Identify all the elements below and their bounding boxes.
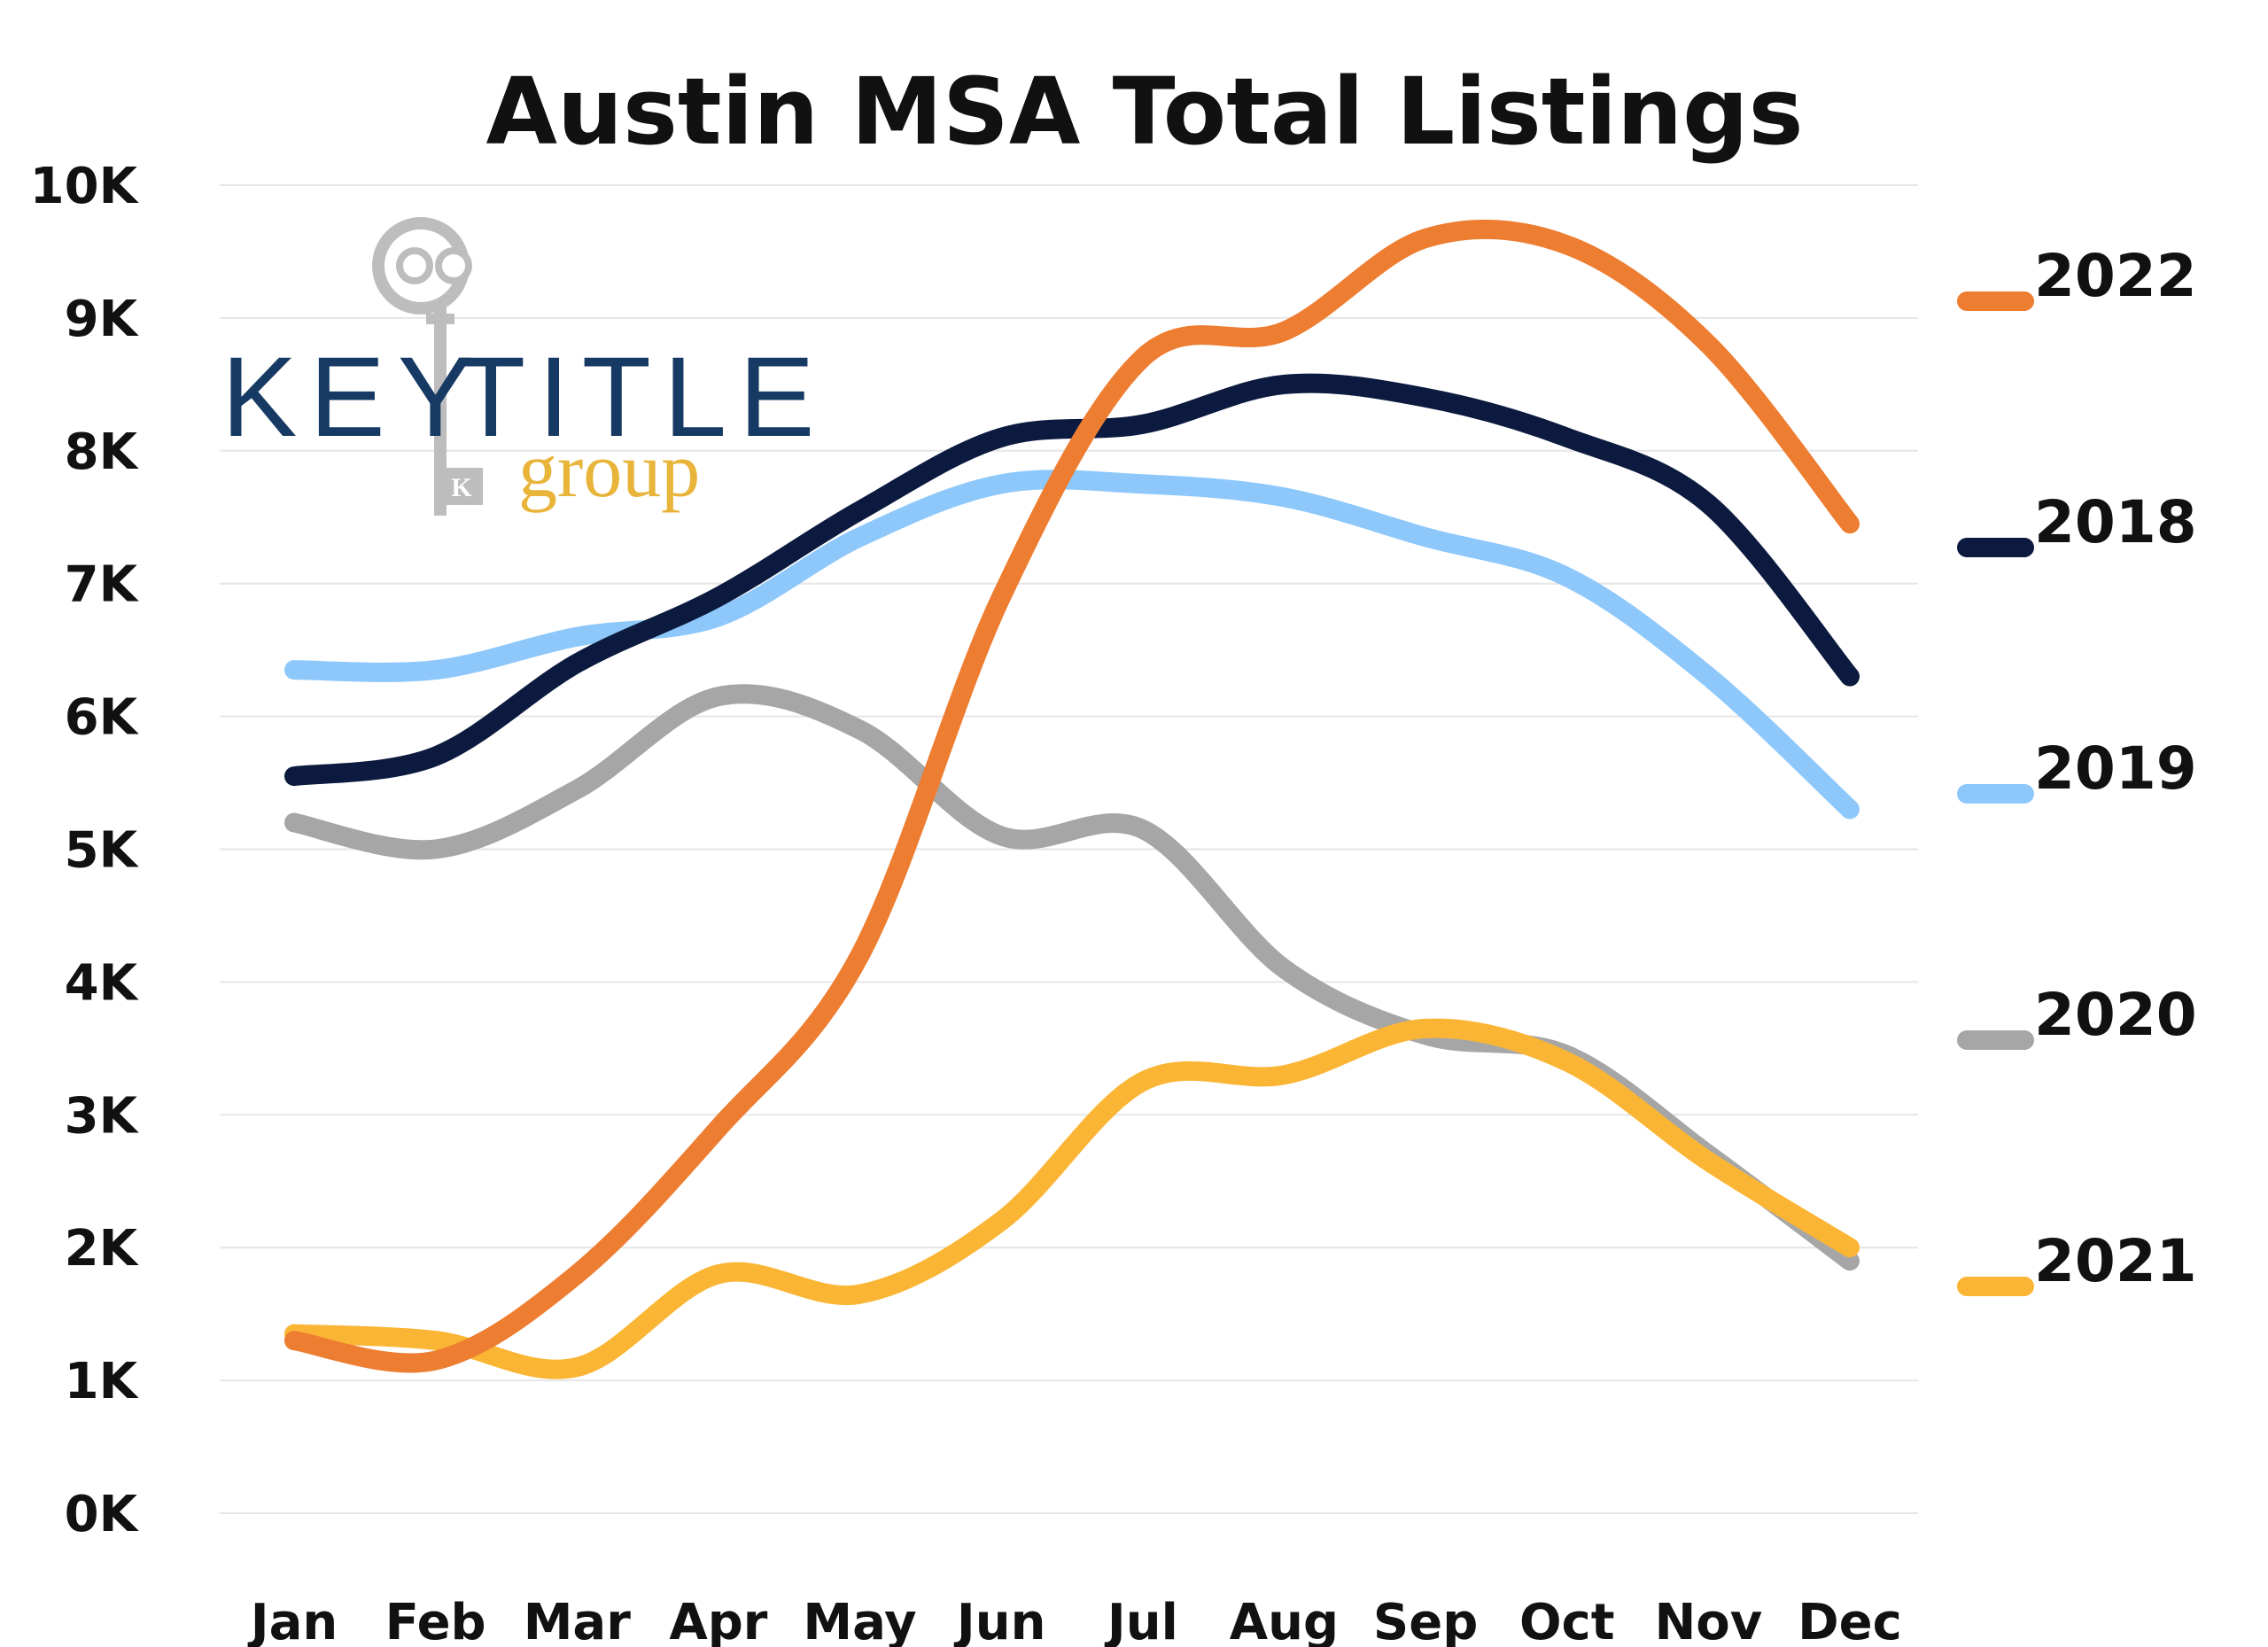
series-line-2020 [284,684,1860,1271]
chart-title: Austin MSA Total Listings [485,58,1803,166]
x-tick-label: Aug [1230,1594,1339,1647]
legend: 2022 2018 2019 2020 2021 [1957,242,2197,1296]
x-axis-ticks: Jan Feb Mar Apr May Jun Jul Aug Sep Oct Nov Dec [247,1594,1902,1647]
x-tick-label: Dec [1798,1594,1902,1647]
y-tick-label: 9K [65,291,140,348]
legend-item-2021: 2021 [1957,1227,2197,1296]
y-axis-ticks: 0K 1K 2K 3K 4K 5K 6K 7K 8K 9K 10K [30,158,140,1543]
x-tick-label: May [803,1594,916,1647]
y-tick-label: 1K [65,1353,140,1410]
series-line-2018 [284,373,1860,787]
y-tick-label: 6K [65,689,140,747]
legend-item-2018: 2018 [1957,488,2197,557]
y-tick-label: 2K [65,1220,140,1278]
legend-item-2020: 2020 [1957,981,2197,1050]
x-tick-label: Jan [247,1594,338,1647]
legend-label: 2018 [2034,488,2197,556]
y-tick-label: 3K [65,1087,140,1145]
key-icon: K [372,217,483,516]
legend-label: 2022 [2034,242,2197,310]
legend-label: 2020 [2034,981,2197,1049]
logo-key-badge: K [451,473,472,502]
series-line-2022 [284,219,1860,1373]
x-tick-label: Oct [1519,1594,1615,1647]
y-tick-label: 10K [30,158,140,215]
x-tick-label: Feb [385,1594,486,1647]
x-tick-label: Apr [669,1594,767,1647]
series-line-2021 [284,1018,1860,1379]
series-line-2019 [284,470,1860,820]
x-tick-label: Jul [1104,1594,1178,1647]
logo-word-key: KEY [221,334,485,461]
x-tick-label: Jun [953,1594,1046,1647]
legend-label: 2021 [2034,1227,2197,1295]
y-tick-label: 5K [65,822,140,880]
y-tick-label: 8K [65,423,140,481]
key-title-group-logo: K KEY TITLE group [221,217,827,516]
logo-subtitle: group [518,428,700,514]
legend-item-2022: 2022 [1957,242,2197,311]
x-tick-label: Mar [524,1594,632,1647]
series-lines [284,219,1860,1379]
legend-label: 2019 [2034,734,2197,803]
x-tick-label: Sep [1373,1594,1478,1647]
legend-item-2019: 2019 [1957,734,2197,804]
x-tick-label: Nov [1654,1594,1762,1647]
y-tick-label: 4K [65,954,140,1012]
logo-word-title: TITLE [456,334,827,461]
y-tick-label: 7K [65,556,140,614]
y-tick-label: 0K [65,1486,140,1543]
